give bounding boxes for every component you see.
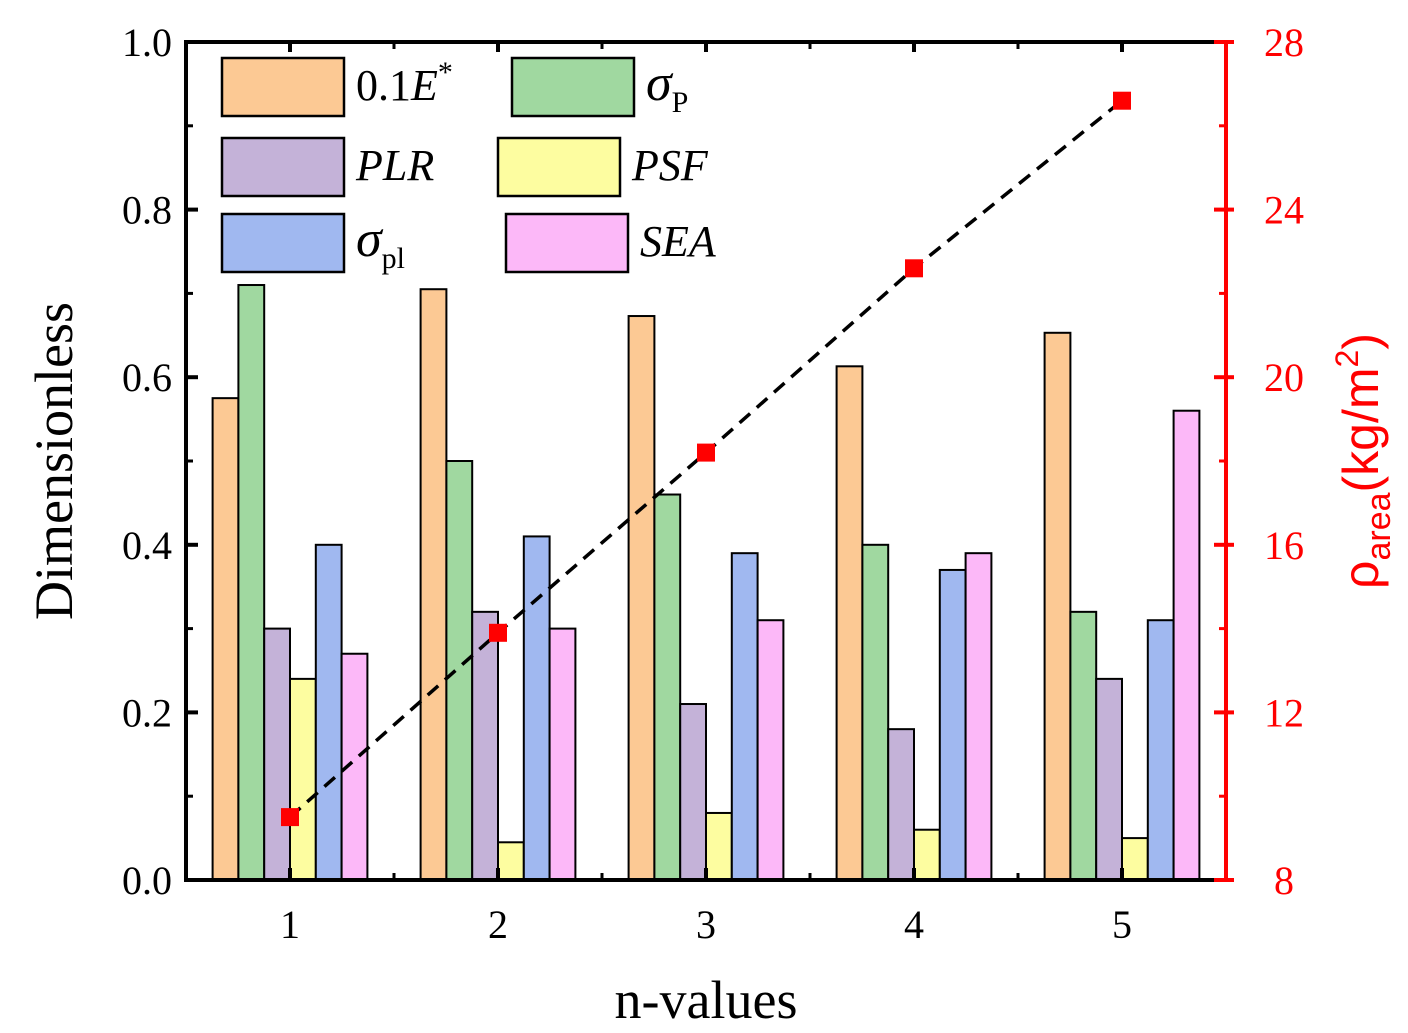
bar-6-5 (1172, 409, 1201, 881)
density-marker-1 (281, 808, 299, 827)
x-axis-title: n-values (615, 970, 798, 1030)
bar-6-2 (548, 627, 577, 881)
legend-label: PSF (631, 141, 709, 190)
bar-1-2 (419, 288, 448, 881)
x-tick-label: 5 (1112, 902, 1132, 947)
bar-5-1 (314, 543, 343, 881)
y2-tick-label: 20 (1264, 355, 1304, 400)
bar-3-1 (263, 627, 292, 881)
legend: 0.1E* σP PLR PSF σpl SEA (220, 55, 717, 275)
legend-swatch (220, 212, 346, 274)
legend-label: 0.1E* (356, 56, 453, 110)
y-tick-label: 0.6 (122, 355, 172, 400)
bar-1-3 (627, 315, 656, 881)
bar-2-1 (237, 284, 266, 881)
legend-label: SEA (640, 217, 717, 266)
bar-1-5 (1043, 331, 1072, 882)
legend-swatch (220, 136, 346, 198)
density-marker-5 (1113, 91, 1131, 110)
legend-label: σpl (356, 211, 405, 275)
bar-4-5 (1121, 837, 1149, 881)
legend-item-2: σP (510, 55, 688, 119)
x-tick-label: 3 (696, 902, 716, 947)
bar-3-5 (1095, 677, 1123, 881)
bar-3-4 (887, 728, 916, 881)
bar-group (211, 284, 1201, 882)
x-tick-label: 2 (488, 902, 508, 947)
bar-4-4 (913, 828, 941, 881)
bar-2-3 (653, 493, 682, 881)
legend-swatch (504, 212, 630, 274)
bar-1-4 (835, 365, 864, 881)
y-tick-label: 0.0 (122, 858, 172, 903)
legend-item-5: σpl (220, 211, 405, 275)
bar-1-1 (211, 397, 240, 881)
bar-3-3 (679, 703, 708, 882)
y2-tick-label: 28 (1264, 20, 1304, 65)
density-marker-3 (697, 443, 715, 462)
y-tick-label: 0.2 (122, 690, 172, 735)
legend-swatch (510, 56, 636, 118)
axis-titles: n-values Dimensionless ρarea(kg/m2) (24, 302, 1398, 1030)
bar-5-4 (938, 568, 967, 881)
bar-2-2 (445, 460, 474, 881)
bar-4-2 (497, 841, 525, 881)
legend-swatch (220, 56, 346, 118)
x-tick-label: 4 (904, 902, 924, 947)
y2-tick-label: 12 (1264, 690, 1304, 735)
bar-5-3 (730, 552, 759, 881)
bar-2-5 (1069, 610, 1098, 882)
bar-5-2 (522, 535, 551, 881)
density-marker-4 (905, 259, 923, 278)
y2-tick-label: 16 (1264, 523, 1304, 568)
y-tick-label: 0.8 (122, 188, 172, 233)
y2-axis-title: ρarea(kg/m2) (1329, 333, 1398, 589)
bar-4-1 (289, 677, 317, 881)
y2-tick-label: 24 (1264, 188, 1304, 233)
legend-item-6: SEA (504, 212, 717, 274)
y-axis-title: Dimensionless (24, 302, 84, 620)
legend-item-4: PSF (496, 136, 709, 198)
y2-tick-label: 8 (1274, 858, 1294, 903)
x-tick-label: 1 (280, 902, 300, 947)
bar-6-4 (964, 552, 993, 881)
density-line-layer (281, 91, 1131, 827)
density-marker-2 (489, 623, 507, 642)
legend-item-1: 0.1E* (220, 56, 453, 118)
y-tick-label: 1.0 (122, 20, 172, 65)
legend-swatch (496, 136, 622, 198)
bar-5-5 (1146, 619, 1175, 881)
y-tick-label: 0.4 (122, 523, 172, 568)
legend-label: PLR (355, 141, 434, 190)
bar-4-3 (705, 811, 733, 882)
bar-3-2 (471, 610, 500, 882)
bar-6-3 (756, 619, 785, 881)
legend-label: σP (646, 55, 688, 119)
legend-item-3: PLR (220, 136, 434, 198)
bar-2-4 (861, 543, 890, 881)
